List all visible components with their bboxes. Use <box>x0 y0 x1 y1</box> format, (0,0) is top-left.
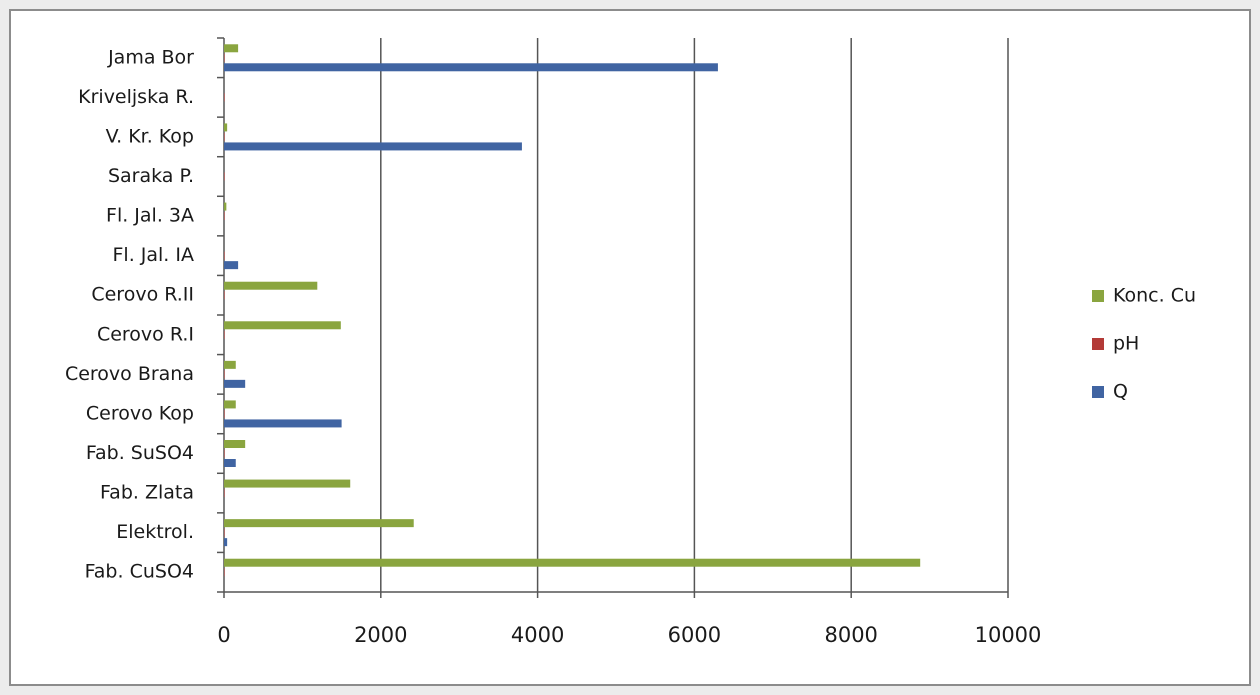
x-tick-label: 6000 <box>668 623 721 647</box>
bar <box>224 281 318 290</box>
bar <box>224 321 341 330</box>
bar <box>224 202 227 211</box>
y-tick-label: Elektrol. <box>116 521 194 543</box>
bar <box>224 93 225 102</box>
y-tick-label: Kriveljska R. <box>78 86 194 108</box>
bar <box>224 63 718 72</box>
bar <box>224 53 225 62</box>
bar <box>224 142 522 151</box>
x-tick-label: 0 <box>217 623 230 647</box>
y-tick-label: Jama Bor <box>107 46 194 68</box>
legend-swatch <box>1092 338 1104 350</box>
bar <box>224 538 228 547</box>
y-tick-label: Fl. Jal. 3A <box>106 205 194 227</box>
bar <box>224 360 236 369</box>
bar <box>224 528 225 537</box>
bar <box>224 519 414 528</box>
bar <box>224 379 246 388</box>
bar <box>224 44 239 53</box>
legend-swatch <box>1092 290 1104 302</box>
legend-swatch <box>1092 386 1104 398</box>
legend-label: pH <box>1113 333 1139 355</box>
bar <box>224 449 225 458</box>
bar <box>224 479 351 488</box>
y-tick-label: Fab. Zlata <box>100 482 194 504</box>
bar <box>224 440 246 448</box>
bar <box>224 558 921 567</box>
y-tick-label: Cerovo Brana <box>65 363 194 385</box>
legend-label: Konc. Cu <box>1113 285 1196 307</box>
bar <box>224 261 239 270</box>
bar <box>224 212 225 221</box>
y-tick-label: Cerovo Kop <box>86 402 194 424</box>
x-tick-label: 4000 <box>511 623 564 647</box>
y-tick-label: Saraka P. <box>108 165 194 187</box>
x-tick-label: 2000 <box>354 623 407 647</box>
y-tick-label: Cerovo R.I <box>97 323 194 345</box>
bar <box>224 419 342 428</box>
bar <box>224 291 225 300</box>
y-tick-label: Cerovo R.II <box>91 284 194 306</box>
bar <box>224 251 225 260</box>
y-tick-label: Fl. Jal. IA <box>113 244 195 266</box>
bar <box>224 409 225 418</box>
legend-label: Q <box>1113 381 1128 403</box>
y-tick-label: Fab. SuSO4 <box>86 442 194 464</box>
x-tick-label: 10000 <box>975 623 1042 647</box>
chart-frame <box>9 9 1251 686</box>
x-tick-label: 8000 <box>824 623 877 647</box>
y-tick-label: Fab. CuSO4 <box>85 561 194 583</box>
bar <box>224 123 228 132</box>
bar <box>224 172 225 181</box>
bar <box>224 132 225 141</box>
y-tick-label: V. Kr. Kop <box>106 125 194 147</box>
bar <box>224 370 225 379</box>
bar <box>224 568 225 577</box>
bar <box>224 489 225 498</box>
bar <box>224 330 225 339</box>
bar <box>224 459 236 467</box>
bar <box>224 400 236 409</box>
